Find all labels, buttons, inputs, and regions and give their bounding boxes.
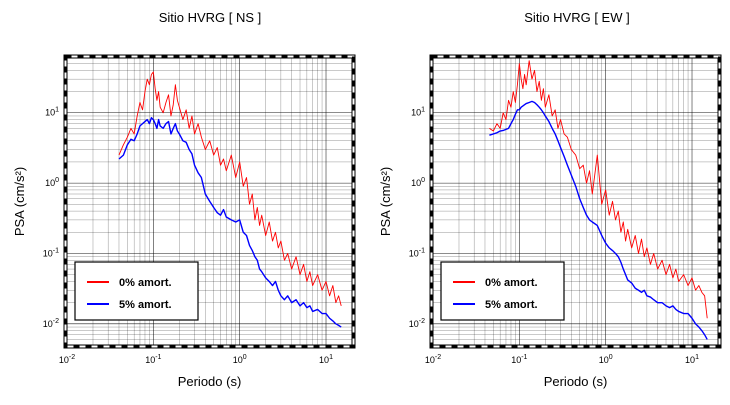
x-tick-label: 10-2: [59, 354, 75, 365]
x-tick-label: 100: [599, 354, 613, 365]
legend: 0% amort. 5% amort.: [74, 261, 199, 321]
legend-box: [440, 261, 565, 321]
x-tick-label: 10-1: [511, 354, 527, 365]
y-tick-label: 101: [45, 107, 59, 118]
series-line-damping-0: [489, 60, 708, 319]
y-tick-label: 10-2: [409, 318, 425, 329]
chart-title: Sitio HVRG [ EW ]: [524, 10, 629, 25]
chart-title: Sitio HVRG [ NS ]: [159, 10, 262, 25]
x-axis-label: Periodo (s): [178, 374, 242, 389]
legend-box: [74, 261, 199, 321]
y-axis-label: PSA (cm/s²): [378, 167, 393, 236]
x-tick-label: 101: [685, 354, 699, 365]
y-tick-label: 10-2: [43, 318, 59, 329]
legend-label: 0% amort.: [485, 277, 538, 289]
legend-label: 0% amort.: [119, 277, 172, 289]
grid: [66, 57, 353, 346]
x-tick-label: 10-2: [425, 354, 441, 365]
y-tick-label: 10-1: [409, 247, 425, 258]
x-tick-label: 10-1: [145, 354, 161, 365]
x-tick-label: 101: [319, 354, 333, 365]
plot-frame-pattern: [430, 55, 721, 348]
series-line-damping-5: [489, 100, 708, 340]
legend: 0% amort. 5% amort.: [440, 261, 565, 321]
x-axis-label: Periodo (s): [544, 374, 608, 389]
panel-ew: 10-2 10-1 100 101 10-2 10-1 100 101 Sitio HVRG […: [378, 10, 722, 389]
y-tick-label: 10-1: [43, 247, 59, 258]
series-line-damping-0: [118, 71, 342, 306]
y-tick-label: 101: [411, 107, 425, 118]
plot-frame-pattern: [64, 55, 355, 348]
legend-label: 5% amort.: [485, 299, 538, 311]
y-axis-label: PSA (cm/s²): [12, 167, 27, 236]
legend-label: 5% amort.: [119, 299, 172, 311]
series-line-damping-5: [118, 117, 342, 328]
y-tick-label: 100: [411, 177, 425, 188]
x-tick-label: 100: [233, 354, 247, 365]
panel-ns: 10-2 10-1 100 101 10-2 10-1 100 101 Sitio HVRG […: [12, 10, 356, 389]
y-tick-label: 100: [45, 177, 59, 188]
